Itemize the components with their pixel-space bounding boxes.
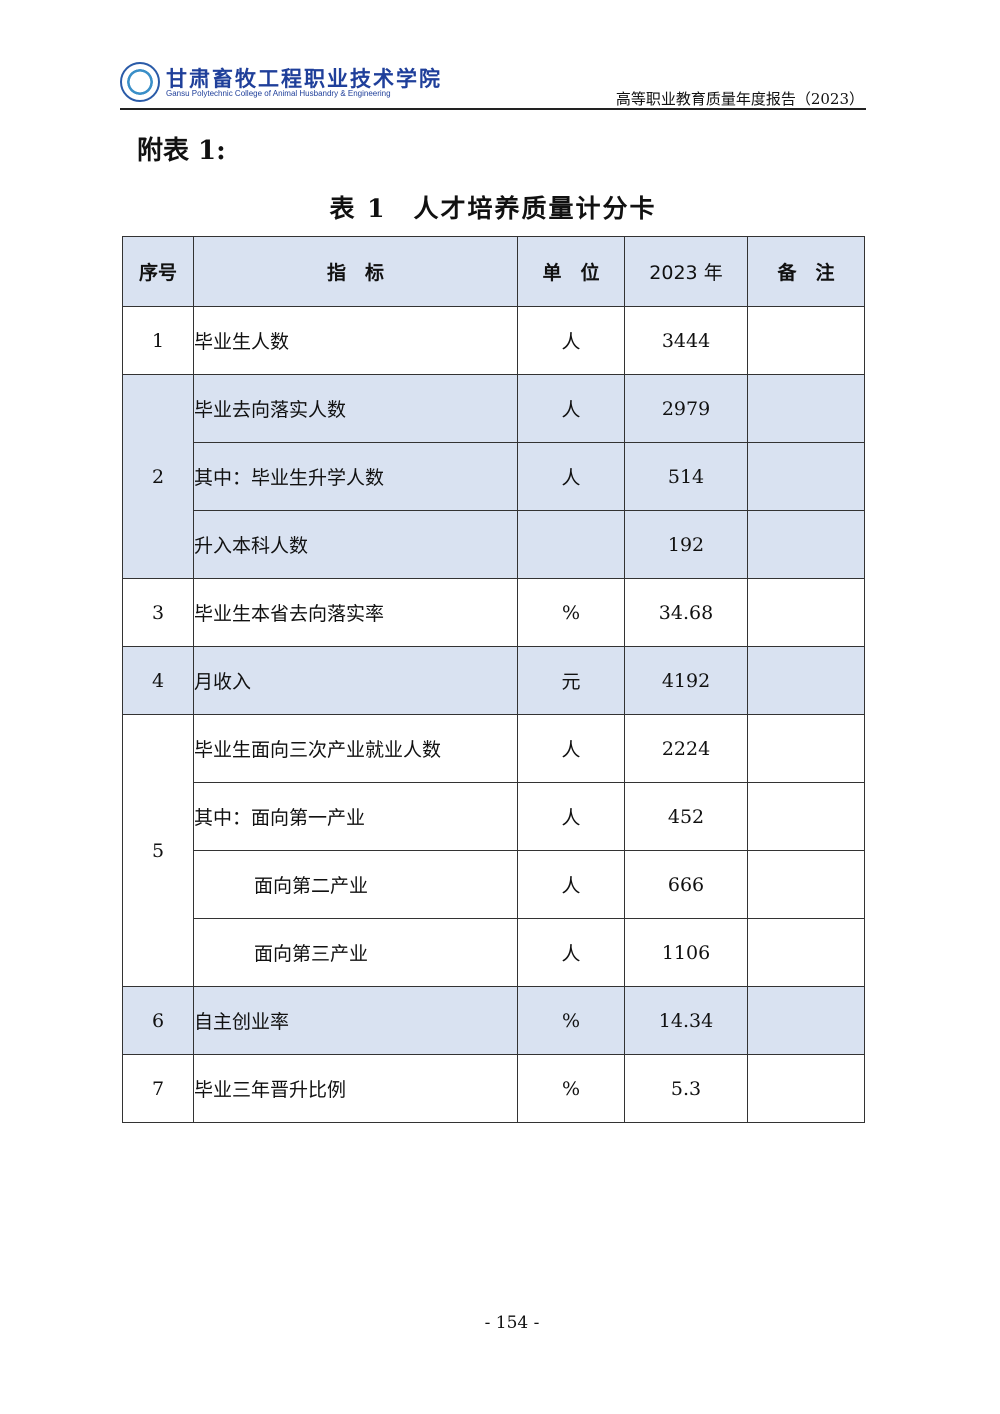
table-row: 其中：毕业生升学人数人 514 — [122, 442, 865, 511]
cell-name: 自主创业率 — [193, 986, 518, 1055]
cell-value: 4192 — [624, 646, 748, 715]
cell-note — [747, 1054, 865, 1123]
header-divider — [120, 108, 866, 110]
report-title: 高等职业教育质量年度报告（2023） — [615, 90, 864, 108]
cell-note — [747, 510, 865, 579]
table-row: 面向第二产业人 666 — [123, 850, 865, 919]
cell-name: 毕业去向落实人数 — [193, 374, 518, 443]
cell-unit — [517, 510, 625, 579]
school-name-cn: 甘肃畜牧工程职业技术学院 — [166, 67, 442, 91]
cell-note — [747, 850, 865, 919]
cell-unit: % — [517, 1054, 625, 1123]
cell-no: 3 — [122, 578, 194, 647]
cell-value: 514 — [624, 442, 748, 511]
cell-note — [747, 714, 865, 783]
col-header: 2023 年 — [624, 236, 748, 307]
cell-unit: 元 — [517, 646, 625, 715]
cell-value: 2224 — [624, 714, 748, 783]
cell-note — [747, 782, 865, 851]
cell-note — [747, 918, 865, 987]
cell-value: 3444 — [624, 306, 748, 375]
cell-unit: 人 — [517, 374, 625, 443]
cell-value: 192 — [624, 510, 748, 579]
table-header: 序号 指 标 单 位 2023 年 备 注 — [122, 236, 865, 307]
cell-value: 2979 — [624, 374, 748, 443]
cell-name: 月收入 — [193, 646, 518, 715]
cell-unit: % — [517, 986, 625, 1055]
table-row: 6 自主创业率% 14.34 — [122, 986, 865, 1055]
cell-note — [747, 442, 865, 511]
appendix-label: 附表 1: — [137, 136, 226, 166]
cell-value: 452 — [624, 782, 748, 851]
cell-note — [747, 986, 865, 1055]
col-header: 序号 — [122, 236, 194, 307]
cell-note — [747, 578, 865, 647]
cell-no: 2 — [122, 374, 194, 579]
cell-value: 5.3 — [624, 1054, 748, 1123]
cell-unit: 人 — [517, 782, 625, 851]
table-title: 表 1 人才培养质量计分卡 — [329, 194, 657, 223]
cell-no: 1 — [122, 306, 194, 375]
cell-value: 34.68 — [624, 578, 748, 647]
cell-unit: % — [517, 578, 625, 647]
col-header: 指 标 — [193, 236, 518, 307]
cell-value: 1106 — [624, 918, 748, 987]
table-row: 其中：面向第一产业人 452 — [123, 782, 865, 851]
col-header: 单 位 — [517, 236, 625, 307]
cell-unit: 人 — [517, 442, 625, 511]
cell-no: 6 — [122, 986, 194, 1055]
cell-no: 4 — [122, 646, 194, 715]
table-row: 3 毕业生本省去向落实率% 34.68 — [122, 578, 865, 647]
table-row: 4 月收入元 4192 — [122, 646, 865, 715]
school-logo — [120, 62, 160, 102]
cell-name: 其中：面向第一产业 — [193, 782, 518, 851]
table-row: 7 毕业三年晋升比例% 5.3 — [122, 1054, 865, 1123]
col-header: 备 注 — [747, 236, 865, 307]
cell-name: 升入本科人数 — [193, 510, 518, 579]
cell-name: 毕业生人数 — [193, 306, 518, 375]
table-row: 面向第三产业人 1106 — [123, 918, 865, 987]
cell-note — [747, 306, 865, 375]
cell-unit: 人 — [517, 918, 625, 987]
cell-unit: 人 — [517, 306, 625, 375]
table-row: 升入本科人数 192 — [122, 510, 865, 579]
cell-no: 5 — [122, 714, 194, 987]
cell-name: 毕业三年晋升比例 — [193, 1054, 518, 1123]
cell-value: 14.34 — [624, 986, 748, 1055]
cell-name: 毕业生本省去向落实率 — [193, 578, 518, 647]
cell-name: 其中：毕业生升学人数 — [193, 442, 518, 511]
school-name-en: Gansu Polytechnic College of Animal Husb… — [166, 89, 391, 98]
cell-value: 666 — [624, 850, 748, 919]
cell-name: 毕业生面向三次产业就业人数 — [193, 714, 518, 783]
cell-no: 7 — [122, 1054, 194, 1123]
table-row: 1 毕业生人数人 3444 — [122, 306, 865, 375]
table-row: 2 毕业去向落实人数人 2979 — [122, 374, 865, 579]
cell-unit: 人 — [517, 850, 625, 919]
cell-name: 面向第二产业 — [193, 850, 518, 919]
table-row: 5 毕业生面向三次产业就业人数人 2224 — [122, 714, 865, 987]
page-number: - 154 - — [484, 1313, 540, 1333]
scorecard-table: 序号 指 标 单 位 2023 年 备 注 1 毕业生人数人 3444 2 毕业去向落实… — [122, 236, 865, 1123]
cell-note — [747, 374, 865, 443]
cell-unit: 人 — [517, 714, 625, 783]
cell-name: 面向第三产业 — [193, 918, 518, 987]
cell-note — [747, 646, 865, 715]
